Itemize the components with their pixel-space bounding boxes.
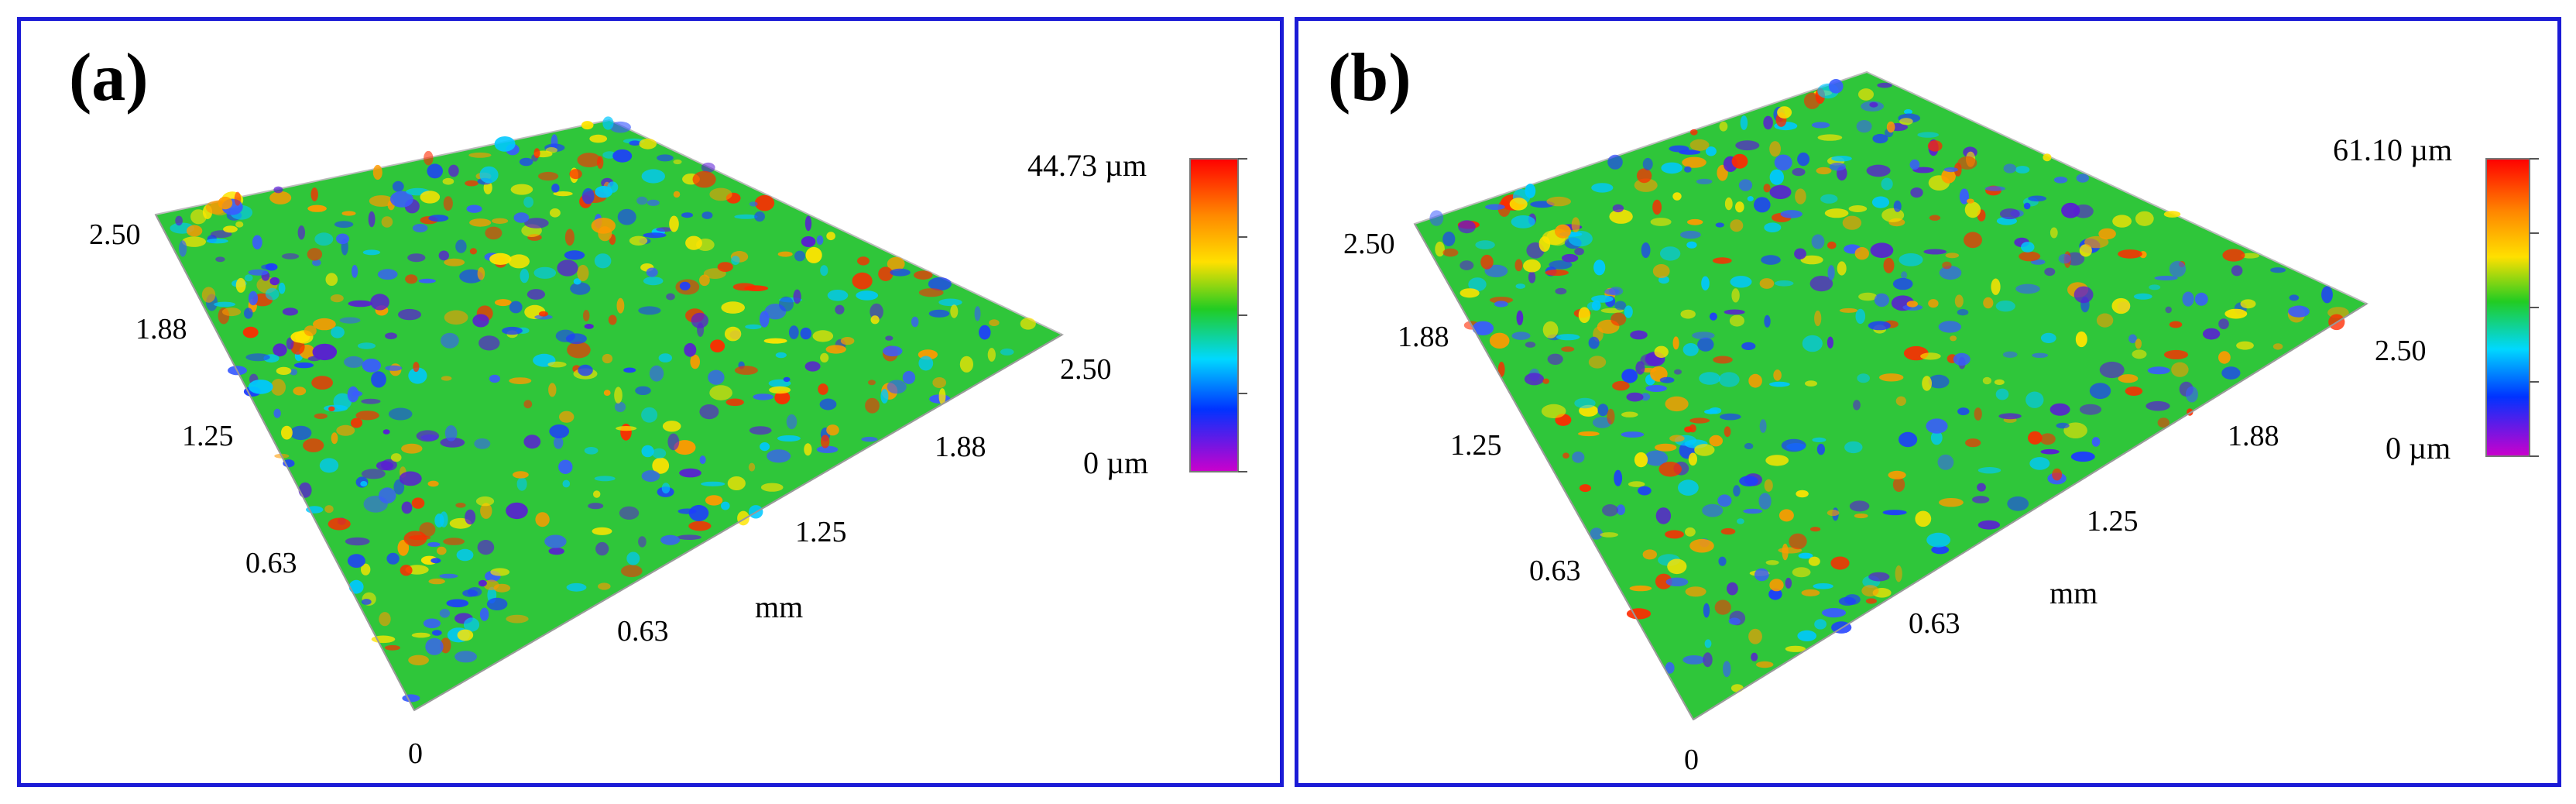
y-axis-line: [155, 214, 415, 711]
x-tick: 1.88: [935, 431, 986, 463]
x-axis-line: [413, 334, 1063, 711]
x-axis-line: [1693, 303, 2368, 720]
y-axis-line: [1414, 223, 1694, 720]
colorbar: [2485, 158, 2530, 457]
max-label: 44.73 µm: [1027, 148, 1147, 183]
x-tick: 2.50: [2375, 335, 2427, 367]
x-tick: 1.25: [2087, 505, 2139, 538]
x-tick: 1.25: [795, 516, 847, 548]
panel-a: (a) 2.50 1.88 1.25 0.63 0.63 1.25 1.88 2…: [17, 17, 1284, 787]
surface-texture: [1429, 79, 2349, 692]
y-tick: 1.25: [1450, 429, 1502, 462]
y-tick: 2.50: [1343, 228, 1395, 260]
panel-tag: (b): [1328, 40, 1411, 115]
surface-area: [1413, 70, 2369, 721]
surface-plot-b: (b) 2.50 1.88 1.25 0.63 0.63 1.25 1.88 2…: [1328, 40, 2539, 776]
y-tick: 1.25: [182, 420, 234, 452]
axis-unit: mm: [2049, 576, 2098, 610]
x-tick: 1.88: [2228, 420, 2279, 452]
colorbar: [1189, 158, 1239, 472]
y-tick: 0.63: [245, 547, 297, 579]
origin-label: 0: [1684, 744, 1699, 776]
y-tick: 1.88: [135, 313, 187, 345]
panel-tag: (a): [69, 40, 149, 115]
axis-unit: mm: [755, 589, 803, 624]
origin-label: 0: [408, 737, 423, 770]
panel-b: (b) 2.50 1.88 1.25 0.63 0.63 1.25 1.88 2…: [1295, 17, 2561, 787]
y-tick: 0.63: [1529, 555, 1581, 587]
max-label: 61.10 µm: [2333, 132, 2452, 167]
surface-plot-a: (a) 2.50 1.88 1.25 0.63 0.63 1.25 1.88 2…: [69, 40, 1247, 770]
min-label: 0 µm: [2386, 431, 2451, 466]
x-tick: 0.63: [617, 615, 669, 648]
surface-texture: [170, 116, 1036, 703]
min-label: 0 µm: [1083, 445, 1148, 480]
x-tick: 2.50: [1060, 353, 1112, 386]
x-tick: 0.63: [1909, 607, 1960, 640]
y-tick: 2.50: [89, 218, 141, 251]
surface-area: [154, 119, 1065, 712]
y-tick: 1.88: [1398, 321, 1449, 353]
